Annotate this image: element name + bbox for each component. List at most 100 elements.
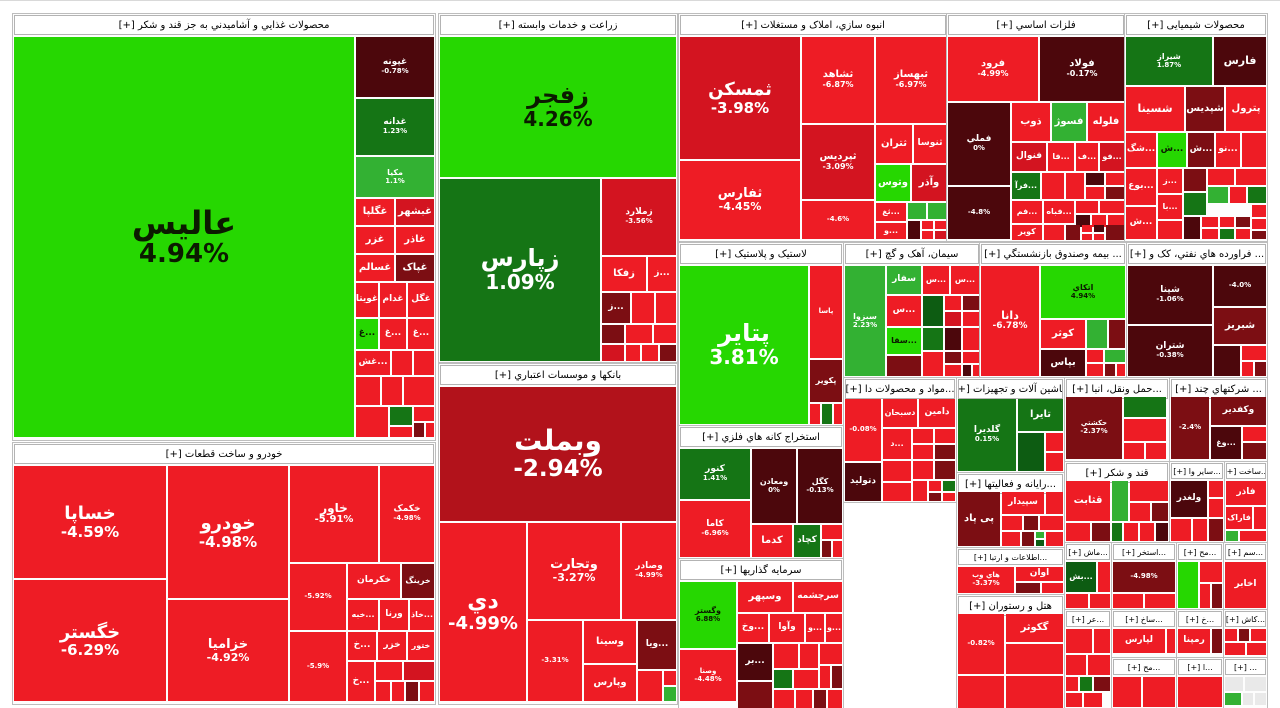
stock-tile-small[interactable] <box>1106 225 1124 240</box>
stock-tile-small[interactable] <box>1066 523 1090 541</box>
sector-header-cement[interactable]: سیمان، آهک و گچ [+] <box>845 244 979 264</box>
stock-tile-small[interactable] <box>406 682 418 701</box>
stock-tile-small[interactable] <box>602 325 624 343</box>
stock-tile-food-products-4[interactable]: غبشهر <box>396 199 434 225</box>
stock-tile-agriculture-0[interactable]: زفجر 4.26% <box>440 37 676 177</box>
stock-tile-pharma-4[interactable]: دتولید <box>845 463 881 501</box>
stock-tile-small[interactable] <box>1046 433 1063 451</box>
sector-header-investments[interactable]: سرمايه گذاريها [+] <box>680 560 842 580</box>
stock-tile-pharma-1[interactable]: دامین <box>919 399 955 427</box>
stock-tile-small[interactable]: -3.31% <box>528 621 582 701</box>
stock-tile-investments-2[interactable]: وسپهر <box>738 582 792 612</box>
stock-tile-small[interactable] <box>1066 693 1082 707</box>
stock-tile-small[interactable] <box>913 429 933 443</box>
stock-tile-small[interactable] <box>642 345 658 361</box>
stock-tile-small[interactable] <box>1158 221 1182 239</box>
stock-tile-small[interactable] <box>963 296 979 310</box>
stock-tile-small[interactable] <box>1178 677 1222 707</box>
stock-tile-small[interactable] <box>1130 481 1168 501</box>
sector-header-mash[interactable]: ...ماش [+] <box>1066 544 1110 560</box>
stock-tile-small[interactable] <box>794 670 818 688</box>
stock-tile-real-estate-3[interactable]: ثبهساز -6.97% <box>876 37 946 123</box>
stock-tile-insurance-1[interactable]: اتکاي 4.94% <box>1041 266 1125 318</box>
stock-tile-insurance-0[interactable]: دانا -6.78% <box>981 266 1039 376</box>
stock-tile-small[interactable] <box>1046 453 1063 471</box>
stock-tile-small[interactable] <box>820 666 830 688</box>
stock-tile-oil-products-3[interactable]: شبریز <box>1214 308 1266 344</box>
stock-tile-small[interactable] <box>774 690 794 708</box>
stock-tile-small[interactable] <box>1225 677 1243 691</box>
stock-tile-small[interactable]: -4.6% <box>802 201 874 239</box>
stock-tile-small[interactable] <box>626 325 652 343</box>
stock-tile-banks-1[interactable]: دي -4.99% <box>440 523 526 701</box>
stock-tile-small[interactable] <box>945 296 961 310</box>
stock-tile-small[interactable] <box>392 682 404 701</box>
stock-tile-small[interactable] <box>1088 655 1110 675</box>
stock-tile-small[interactable] <box>1109 320 1125 348</box>
stock-tile-small[interactable] <box>922 221 933 229</box>
sector-header-ar[interactable]: ...عر [+] <box>1066 611 1110 627</box>
stock-tile-small[interactable] <box>935 429 955 443</box>
stock-tile-small[interactable] <box>1143 677 1175 707</box>
stock-tile-small[interactable] <box>1087 350 1103 362</box>
stock-tile-chemicals-4[interactable]: پترول <box>1226 87 1266 131</box>
stock-tile-mash-0[interactable]: ...بش <box>1066 562 1096 592</box>
stock-tile-metal-mining-4[interactable]: کدما <box>752 525 792 557</box>
stock-tile-base-metals-8[interactable]: ...فا <box>1048 143 1074 171</box>
stock-tile-small[interactable] <box>1230 187 1246 203</box>
stock-tile-automotive-1[interactable]: خگستر -6.29% <box>14 580 166 701</box>
stock-tile-base-metals-11[interactable]: ...فرآ <box>1012 173 1040 199</box>
stock-tile-small[interactable] <box>1092 215 1106 227</box>
stock-tile-small[interactable] <box>1254 507 1266 529</box>
stock-tile-small[interactable] <box>1105 350 1125 362</box>
stock-tile-small[interactable] <box>1024 516 1038 530</box>
stock-tile-small[interactable] <box>828 690 842 708</box>
stock-tile-automotive-7[interactable]: خکرمان <box>348 564 400 598</box>
stock-tile-agriculture-5[interactable]: ...ز <box>602 293 630 323</box>
stock-tile-investments-1[interactable]: وصنا -4.48% <box>680 650 736 701</box>
stock-tile-small[interactable] <box>1113 677 1141 707</box>
stock-tile-automotive-2[interactable]: خودرو -4.98% <box>168 466 288 598</box>
stock-tile-small[interactable] <box>958 676 1004 708</box>
stock-tile-kh-0[interactable]: رمپنا <box>1178 629 1210 653</box>
stock-tile-small[interactable] <box>1184 217 1200 239</box>
stock-tile-real-estate-10[interactable]: ...ثغ <box>876 203 906 221</box>
stock-tile-small[interactable] <box>1042 173 1064 199</box>
stock-tile-base-metals-4[interactable]: ذوب <box>1012 103 1050 141</box>
sector-header-hotels[interactable]: هتل و رستوران [+] <box>958 596 1063 616</box>
stock-tile-small[interactable] <box>1156 523 1168 541</box>
stock-tile-small[interactable] <box>1076 215 1090 227</box>
stock-tile-small[interactable] <box>1140 523 1154 541</box>
stock-tile-small[interactable] <box>1209 519 1223 541</box>
stock-tile-small[interactable] <box>1184 169 1206 191</box>
stock-tile-insurance-2[interactable]: کوثر <box>1041 320 1085 348</box>
stock-tile-transport-0[interactable]: حکشتي -2.37% <box>1066 397 1122 459</box>
stock-tile-small[interactable] <box>602 345 624 361</box>
stock-tile-small[interactable] <box>832 666 842 688</box>
stock-tile-food-products-5[interactable]: غگلپا <box>356 199 394 225</box>
stock-tile-small[interactable] <box>1225 693 1241 705</box>
stock-tile-banks-7[interactable]: ...ویا <box>638 621 676 669</box>
stock-tile-banks-3[interactable]: وصادر -4.99% <box>622 523 676 619</box>
stock-tile-small[interactable] <box>1243 693 1253 705</box>
stock-tile-investments-8[interactable]: ...بر <box>738 644 772 680</box>
sector-header-sam[interactable]: ...سم [+] <box>1225 544 1266 560</box>
stock-tile-small[interactable] <box>414 423 424 437</box>
stock-tile-small[interactable] <box>820 644 842 664</box>
stock-tile-small[interactable] <box>1245 677 1266 691</box>
stock-tile-small[interactable] <box>774 644 798 668</box>
stock-tile-small[interactable] <box>660 345 676 361</box>
stock-tile-small[interactable] <box>913 461 933 479</box>
stock-tile-small[interactable] <box>626 345 640 361</box>
sector-header-metal-mining[interactable]: استخراج کانه هاي فلزي [+] <box>680 427 842 447</box>
stock-tile-real-estate-8[interactable]: وتوس <box>876 165 910 201</box>
stock-tile-cement-3[interactable]: ...س <box>951 266 979 294</box>
stock-tile-real-estate-6[interactable]: ثتران <box>876 125 912 163</box>
stock-tile-chemicals-5[interactable]: ...شگ <box>1126 133 1156 167</box>
stock-tile-small[interactable]: -5.9% <box>290 632 346 701</box>
stock-tile-automotive-13[interactable]: ...خ <box>348 632 376 660</box>
stock-tile-small[interactable] <box>973 365 979 376</box>
stock-tile-small[interactable] <box>1167 629 1175 653</box>
stock-tile-base-metals-2[interactable]: فملي 0% <box>948 103 1010 185</box>
stock-tile-automotive-11[interactable]: ...خاذ <box>410 600 434 630</box>
